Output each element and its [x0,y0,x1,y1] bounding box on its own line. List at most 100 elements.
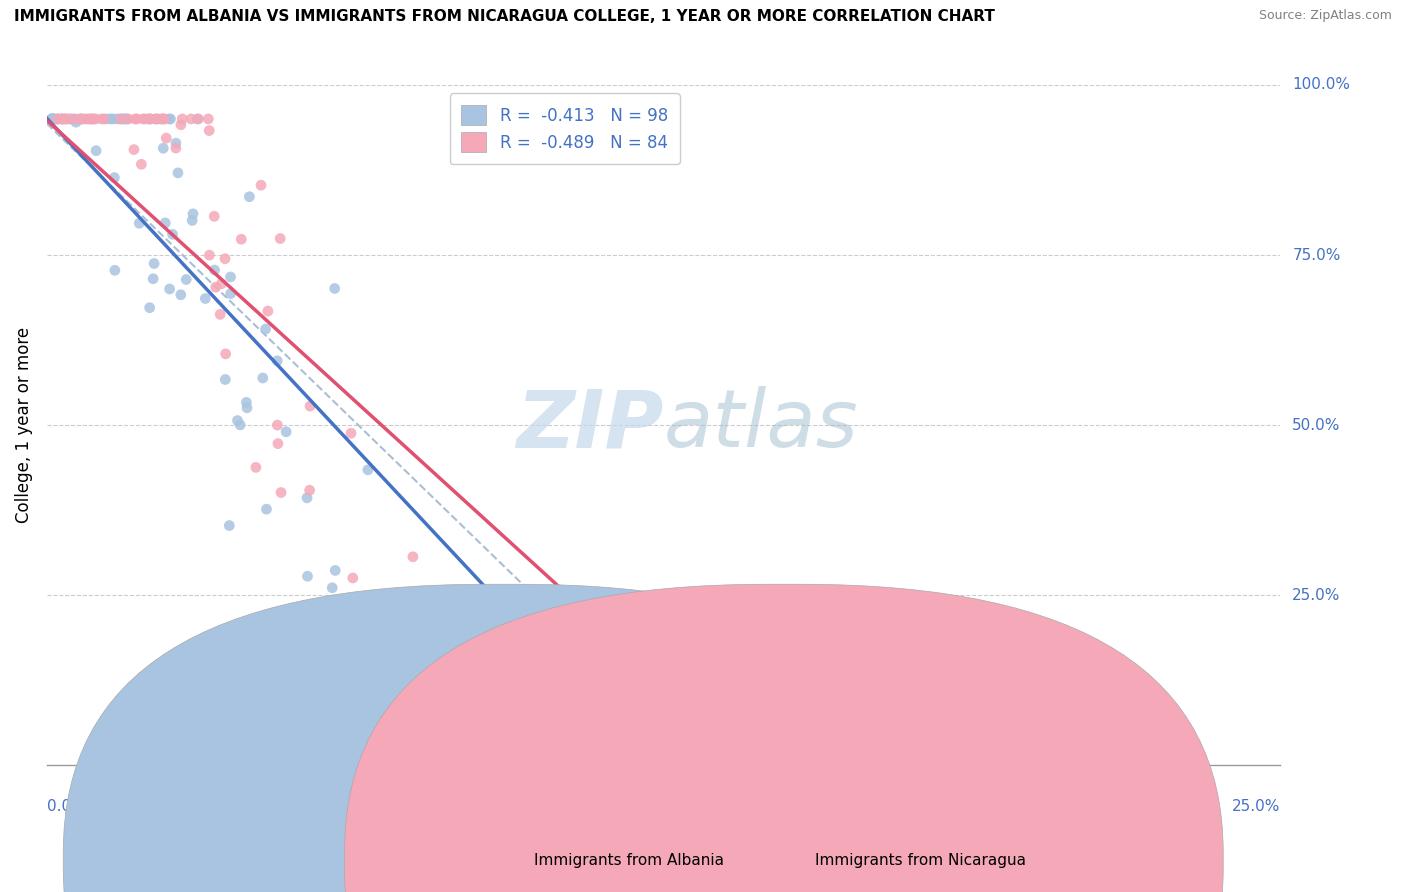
Point [419,648,441,663]
Point [198,248,221,262]
Point [41,112,63,126]
Point [51,112,73,126]
Point [534,724,557,739]
Point [683,724,706,739]
Point [402,549,425,564]
Point [114,112,136,126]
Point [377,641,399,656]
Point [170,287,193,301]
Point [269,231,291,245]
Point [702,745,724,759]
Point [117,112,139,126]
Point [181,207,204,221]
Text: 25.0%: 25.0% [1232,799,1279,814]
Point [413,724,436,739]
Point [152,141,174,155]
Point [267,436,290,450]
Point [256,502,278,516]
Text: 100.0%: 100.0% [1292,78,1350,93]
Point [323,564,346,578]
Point [55,112,77,126]
Point [214,372,236,386]
Point [606,724,628,739]
Point [187,112,209,126]
Point [180,112,202,126]
Point [231,232,253,246]
Point [495,745,517,759]
Point [194,292,217,306]
Point [77,112,100,126]
Point [82,112,104,126]
Point [214,347,236,361]
Text: ZIP: ZIP [516,386,664,464]
Text: 0.0%: 0.0% [46,799,86,814]
Point [197,112,219,126]
Point [165,141,187,155]
Point [145,112,167,126]
Point [219,269,242,284]
Point [204,280,226,294]
Point [138,301,160,315]
Text: atlas: atlas [664,386,858,464]
Point [209,277,232,291]
Point [204,263,226,277]
Point [51,112,73,126]
Point [112,112,135,126]
Point [1170,745,1192,759]
Point [90,112,112,126]
Point [145,112,167,126]
Point [254,322,277,336]
Point [108,112,131,126]
Point [75,112,97,126]
Point [131,157,153,171]
Point [596,724,619,739]
Point [572,745,595,759]
Point [153,112,176,126]
Point [159,282,181,296]
Point [917,745,939,759]
Point [398,739,420,754]
Point [152,112,174,126]
Text: Immigrants from Albania: Immigrants from Albania [534,854,724,868]
Point [159,112,181,126]
Text: 50.0%: 50.0% [1292,417,1341,433]
Point [301,621,323,635]
Point [101,112,124,126]
Point [479,724,502,739]
Point [56,112,79,126]
Point [60,112,83,126]
Point [84,112,107,126]
Point [450,745,472,759]
Point [468,724,491,739]
Point [209,307,232,321]
Point [70,112,93,126]
Point [408,675,430,690]
Point [42,112,65,126]
Point [357,463,380,477]
Point [235,395,257,409]
Point [447,745,470,759]
Point [370,613,392,627]
Point [731,745,754,759]
Point [136,112,159,126]
Point [427,724,450,739]
Point [250,178,273,193]
Point [245,460,267,475]
Point [96,112,118,126]
Point [658,724,681,739]
Point [53,112,76,126]
Point [780,745,803,759]
Point [128,216,150,230]
Point [143,256,166,270]
Point [202,210,225,224]
Point [198,123,221,137]
Point [132,112,155,126]
Point [537,745,560,759]
Point [1153,745,1175,759]
Point [270,485,292,500]
Point [110,112,132,126]
Point [65,115,87,129]
Point [657,724,679,739]
Point [84,144,107,158]
Point [155,216,177,230]
